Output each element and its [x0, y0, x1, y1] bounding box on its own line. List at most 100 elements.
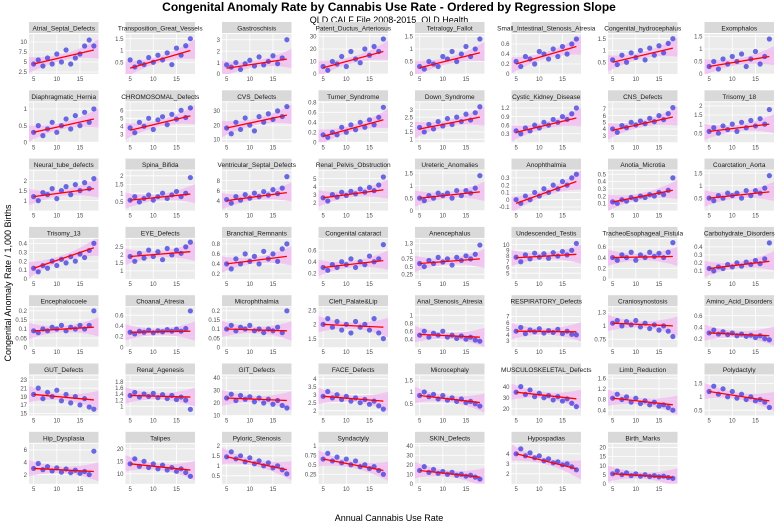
x-tick-label: 10	[536, 487, 543, 493]
y-tick-label: 4	[120, 125, 124, 131]
data-point	[187, 105, 193, 111]
data-point	[233, 119, 239, 125]
data-point	[256, 458, 262, 464]
panel-strip	[29, 22, 99, 33]
regression-line	[130, 463, 191, 471]
data-point	[348, 188, 354, 194]
panel-marks	[318, 316, 388, 342]
panel-strip	[29, 431, 99, 443]
data-point	[522, 252, 529, 258]
y-tick-label: 0.1	[19, 327, 28, 333]
x-tick-label: 10	[536, 145, 543, 151]
data-point	[532, 122, 538, 128]
y-tick-label: 1.5	[694, 382, 703, 388]
regression-line	[226, 114, 288, 129]
data-point	[150, 197, 156, 203]
regression-line	[226, 191, 287, 202]
data-point	[477, 338, 483, 344]
data-point	[477, 403, 483, 409]
data-point	[91, 240, 97, 246]
regression-line	[709, 191, 770, 199]
data-point	[435, 63, 441, 70]
regression-line	[33, 49, 95, 65]
y-tick-label: 15	[20, 412, 27, 418]
x-tick-label: 10	[246, 77, 253, 83]
y-tick-label: 19	[20, 395, 27, 401]
data-point	[261, 330, 267, 336]
regression-line	[226, 328, 287, 332]
x-tick-label: 5	[32, 350, 36, 356]
data-point	[72, 113, 78, 119]
panel-marks	[125, 105, 195, 140]
regression-line	[323, 259, 384, 269]
data-point	[633, 197, 639, 203]
panel-title: Anencephalus	[429, 230, 471, 237]
x-tick-label: 15	[752, 214, 759, 220]
x-tick-label: 10	[343, 214, 350, 220]
data-point	[458, 51, 464, 57]
data-point	[58, 188, 65, 194]
data-point	[518, 63, 524, 70]
data-point	[183, 325, 189, 332]
y-tick-label: 0.6	[501, 123, 510, 129]
panel-transposition-great-vessels: Transposition_Great_Vessels 0.5 1 1.5 5 10 15	[115, 22, 203, 83]
regression-line	[515, 453, 577, 470]
data-point	[440, 328, 446, 334]
data-point	[665, 249, 671, 255]
panel-title: Congenital cataract	[325, 230, 381, 237]
data-point	[54, 387, 60, 393]
data-point	[237, 392, 244, 399]
panel-strip	[318, 22, 388, 33]
y-tick-label: 0.8	[405, 321, 414, 327]
data-point	[233, 397, 239, 404]
y-tick-label: 0.5	[694, 196, 703, 202]
y-tick-label: 0.2	[598, 266, 607, 272]
y-tick-label: 15	[599, 455, 606, 461]
data-point	[614, 391, 620, 397]
panel-strip	[704, 90, 774, 102]
data-point	[380, 336, 386, 342]
x-tick-label: 15	[173, 487, 180, 493]
y-tick-label: 10	[310, 60, 317, 66]
data-point	[545, 456, 552, 462]
data-point	[647, 249, 653, 255]
data-point	[734, 128, 740, 134]
data-point	[352, 318, 359, 325]
y-tick-label: 20	[213, 123, 220, 129]
data-point	[228, 131, 234, 137]
panel-title: Diaphragmatic_Hernia	[31, 94, 96, 101]
data-point	[63, 260, 69, 266]
x-tick-label: 15	[463, 77, 470, 83]
panel-marks	[318, 450, 388, 481]
data-point	[325, 267, 331, 273]
panel-strip	[318, 158, 388, 170]
data-point	[637, 252, 644, 258]
x-tick-label: 5	[611, 145, 615, 151]
x-tick-label: 15	[752, 145, 759, 151]
y-tick-label: 30	[503, 396, 510, 402]
regression-line	[129, 49, 191, 69]
panel-coarctation-aorta: Coarctation_Aorta 0.5 1 1.5 5 10 15	[694, 158, 774, 220]
data-point	[472, 185, 478, 191]
data-point	[86, 37, 92, 43]
data-point	[320, 63, 326, 70]
y-tick-label: 0.3	[694, 253, 703, 259]
panel-marks	[125, 455, 195, 481]
data-point	[472, 337, 478, 343]
x-tick-label: 15	[752, 419, 759, 425]
panel-marks	[511, 383, 581, 410]
data-point	[444, 256, 451, 262]
data-point	[63, 47, 69, 53]
data-point	[251, 253, 258, 259]
data-point	[513, 128, 519, 134]
data-point	[371, 43, 377, 50]
x-tick-label: 5	[32, 487, 36, 493]
data-point	[68, 61, 74, 67]
data-point	[169, 111, 175, 117]
x-tick-label: 10	[53, 419, 60, 425]
panel-strip	[125, 431, 195, 443]
data-point	[670, 475, 676, 481]
data-point	[72, 182, 78, 188]
